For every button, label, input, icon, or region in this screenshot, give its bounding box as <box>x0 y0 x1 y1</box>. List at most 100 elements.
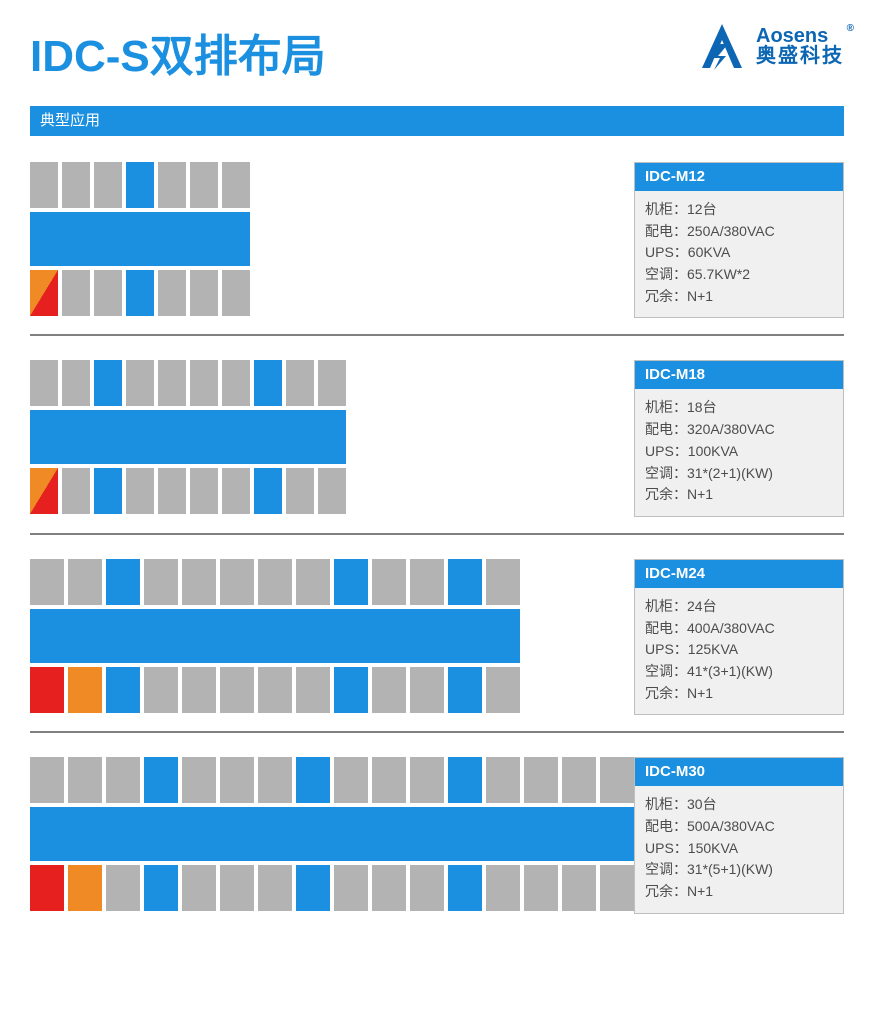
rack-unit <box>158 360 186 406</box>
rack-unit <box>486 757 520 803</box>
spec-line: 冗余：N+1 <box>645 881 833 903</box>
rack-unit <box>158 162 186 208</box>
rack-unit <box>62 468 90 514</box>
rack-unit <box>372 667 406 713</box>
rack-unit <box>144 865 178 911</box>
rack-unit <box>222 270 250 316</box>
rack-unit <box>30 468 58 514</box>
rack-unit <box>62 360 90 406</box>
spec-line: UPS：60KVA <box>645 242 833 264</box>
spec-box: IDC-M18机柜：18台配电：320A/380VACUPS：100KVA空调：… <box>634 360 844 516</box>
spec-line: 机柜：30台 <box>645 794 833 816</box>
spec-line: 冗余：N+1 <box>645 286 833 308</box>
spec-line: 配电：400A/380VAC <box>645 618 833 640</box>
rack-unit <box>190 360 218 406</box>
rack-unit <box>372 559 406 605</box>
config-row: IDC-M30机柜：30台配电：500A/380VACUPS：150KVA空调：… <box>30 757 844 929</box>
rack-unit <box>448 667 482 713</box>
rack-unit <box>410 667 444 713</box>
rack-unit <box>190 270 218 316</box>
rack-unit <box>448 559 482 605</box>
rack-unit <box>486 559 520 605</box>
rack-unit <box>158 468 186 514</box>
spec-title: IDC-M12 <box>635 163 843 191</box>
rack-unit <box>410 865 444 911</box>
rack-unit <box>68 559 102 605</box>
rack-unit <box>68 865 102 911</box>
rack-unit <box>144 667 178 713</box>
spec-line: 机柜：18台 <box>645 397 833 419</box>
rack-unit <box>62 270 90 316</box>
spec-line: 空调：41*(3+1)(KW) <box>645 661 833 683</box>
spec-line: 机柜：24台 <box>645 596 833 618</box>
spec-line: UPS：125KVA <box>645 639 833 661</box>
rack-unit <box>600 865 634 911</box>
rack-unit <box>254 468 282 514</box>
section-header: 典型应用 <box>30 106 844 136</box>
rack-unit <box>144 757 178 803</box>
rack-unit <box>220 559 254 605</box>
spec-body: 机柜：12台配电：250A/380VACUPS：60KVA空调：65.7KW*2… <box>635 191 843 317</box>
rack-unit <box>106 667 140 713</box>
spec-body: 机柜：30台配电：500A/380VACUPS：150KVA空调：31*(5+1… <box>635 786 843 912</box>
aisle <box>30 212 250 266</box>
rack-unit <box>258 559 292 605</box>
rack-unit <box>68 757 102 803</box>
rack-unit <box>190 468 218 514</box>
rack-unit <box>562 757 596 803</box>
rack-unit <box>486 865 520 911</box>
rack-unit <box>30 865 64 911</box>
spec-line: 冗余：N+1 <box>645 683 833 705</box>
aisle <box>30 807 634 861</box>
config-row: IDC-M18机柜：18台配电：320A/380VACUPS：100KVA空调：… <box>30 360 844 534</box>
rack-unit <box>286 360 314 406</box>
rack-unit <box>318 468 346 514</box>
rack-unit <box>254 360 282 406</box>
layout-diagram <box>30 757 634 911</box>
spec-line: UPS：100KVA <box>645 441 833 463</box>
config-row: IDC-M24 机柜：24台配电：400A/380VACUPS：125KVA空调：… <box>30 559 844 733</box>
spec-line: 空调：31*(2+1)(KW) <box>645 463 833 485</box>
spec-line: 机柜：12台 <box>645 199 833 221</box>
rack-unit <box>372 757 406 803</box>
rack-unit <box>258 667 292 713</box>
rack-unit <box>30 270 58 316</box>
rack-unit <box>126 270 154 316</box>
spec-line: 配电：320A/380VAC <box>645 419 833 441</box>
rack-unit <box>220 667 254 713</box>
rack-unit <box>334 757 368 803</box>
rack-unit <box>296 667 330 713</box>
rack-unit <box>94 468 122 514</box>
rack-unit <box>222 360 250 406</box>
layout-diagram <box>30 360 346 514</box>
rack-unit <box>258 757 292 803</box>
rack-unit <box>410 757 444 803</box>
rack-unit <box>562 865 596 911</box>
rack-unit <box>296 865 330 911</box>
rack-unit <box>30 757 64 803</box>
rack-unit <box>182 667 216 713</box>
rack-unit <box>144 559 178 605</box>
rack-unit <box>486 667 520 713</box>
rack-unit <box>448 757 482 803</box>
rack-unit <box>334 667 368 713</box>
rack-unit <box>220 757 254 803</box>
rack-unit <box>190 162 218 208</box>
rack-unit <box>30 667 64 713</box>
rack-unit <box>30 360 58 406</box>
spec-title: IDC-M24 <box>635 560 843 588</box>
rack-unit <box>126 360 154 406</box>
rack-unit <box>258 865 292 911</box>
page-title: IDC-S双排布局 <box>30 20 326 84</box>
rack-unit <box>182 757 216 803</box>
layout-diagram <box>30 162 250 316</box>
rack-unit <box>182 865 216 911</box>
config-row: IDC-M12机柜：12台配电：250A/380VACUPS：60KVA空调：6… <box>30 162 844 336</box>
spec-body: 机柜：18台配电：320A/380VACUPS：100KVA空调：31*(2+1… <box>635 389 843 515</box>
rack-unit <box>62 162 90 208</box>
rack-unit <box>222 468 250 514</box>
rack-unit <box>30 559 64 605</box>
rack-unit <box>318 360 346 406</box>
rack-unit <box>94 360 122 406</box>
logo-icon <box>696 20 748 72</box>
